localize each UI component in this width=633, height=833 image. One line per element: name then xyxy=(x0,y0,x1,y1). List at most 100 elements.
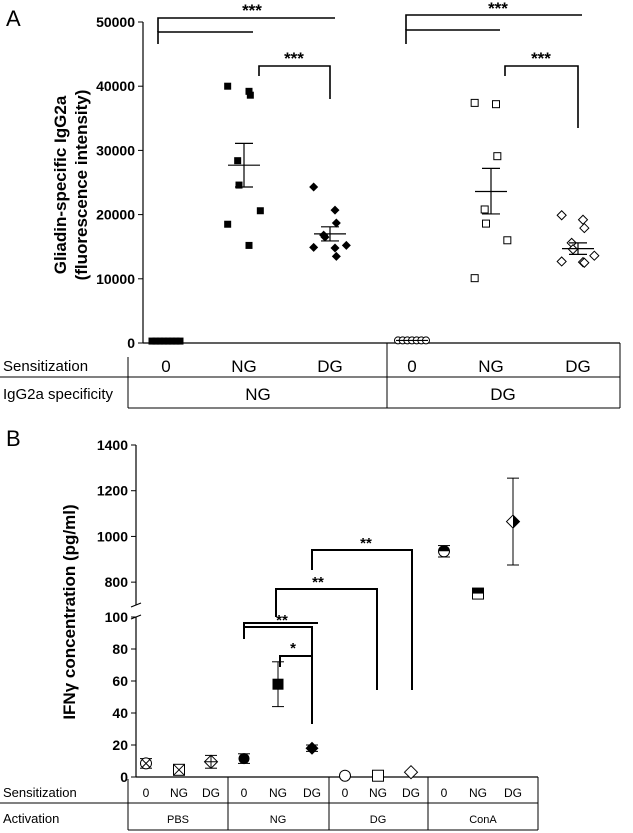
marker-shape xyxy=(482,219,490,228)
panel-a-category-label: NG xyxy=(478,357,504,376)
panel-a-data-point xyxy=(579,222,590,234)
marker-shape xyxy=(156,337,164,345)
panel-b-y-label: IFNγ concentration (pg/ml) xyxy=(60,504,79,719)
marker-shape xyxy=(556,256,567,267)
panel-b-category-label: DG xyxy=(504,786,522,800)
marker-shape xyxy=(341,240,351,250)
marker-cross xyxy=(204,755,218,769)
marker-shape xyxy=(305,741,319,755)
panel-b-bracket xyxy=(275,588,378,690)
panel-b-significance: ** xyxy=(360,535,372,552)
marker-shape xyxy=(160,337,168,345)
panel-a-data-point xyxy=(320,232,330,242)
panel-b-y-tick-label: 80 xyxy=(112,641,128,657)
marker-cross xyxy=(173,763,185,776)
panel-b-group-label: NG xyxy=(270,814,287,826)
panel-a-bracket xyxy=(504,65,579,128)
panel-a-category-label: 0 xyxy=(407,357,416,376)
panel-a-data-point xyxy=(480,205,489,214)
panel-a-data-point xyxy=(556,210,567,221)
panel-b-category-label: DG xyxy=(303,786,321,800)
marker-cross xyxy=(141,759,151,768)
marker-shape xyxy=(224,82,232,90)
panel-a-specificity-label: IgG2a specificity xyxy=(3,386,114,403)
panel-a-category-label: NG xyxy=(231,357,257,376)
panel-a-data-point xyxy=(234,157,242,165)
marker-shape xyxy=(164,337,172,345)
marker-shape xyxy=(503,236,512,245)
marker-shape xyxy=(245,87,253,95)
panel-a-bracket xyxy=(405,29,500,44)
panel-a-y-tick-label: 20000 xyxy=(96,207,135,223)
panel-b-data-point xyxy=(140,757,152,770)
panel-b-group-label: DG xyxy=(370,814,387,826)
marker-shape xyxy=(224,220,232,228)
panel-b-y-tick-label: 1000 xyxy=(97,528,128,544)
panel-b-category-label: NG xyxy=(369,786,387,800)
panel-b-data-point xyxy=(203,754,219,770)
marker-shape xyxy=(589,250,600,261)
panel-b-y-tick-label: 0 xyxy=(120,769,128,785)
panel-b-y-tick-label: 40 xyxy=(112,705,128,721)
marker-shape xyxy=(493,152,502,161)
marker-shape xyxy=(330,205,340,215)
panel-a-data-point xyxy=(470,98,479,107)
panel-label-b: B xyxy=(6,426,21,451)
panel-a-y-label: (fluorescence intensity) xyxy=(72,90,91,281)
panel-b-category-label: 0 xyxy=(241,786,248,800)
panel-a-category-label: DG xyxy=(317,357,343,376)
marker-shape xyxy=(234,157,242,165)
panel-b-group-label: PBS xyxy=(167,814,189,826)
panel-a-data-point xyxy=(235,181,243,189)
panel-a-y-tick-label: 30000 xyxy=(96,142,135,158)
panel-a-data-point xyxy=(493,152,502,161)
panel-a-data-point xyxy=(256,207,264,215)
panel-b-category-label: 0 xyxy=(143,786,150,800)
panel-b-y-tick-label: 20 xyxy=(112,737,128,753)
panel-a-data-point xyxy=(482,219,490,228)
marker-shape xyxy=(470,274,479,283)
marker-half xyxy=(472,588,484,594)
marker-shape xyxy=(372,769,384,782)
panel-a-data-point xyxy=(567,244,579,255)
marker-shape xyxy=(331,218,341,228)
panel-b-category-label: NG xyxy=(469,786,487,800)
panel-a-data-point xyxy=(331,251,341,261)
marker-shape xyxy=(579,257,590,268)
marker-half xyxy=(513,515,520,529)
panel-b-y-tick-label: 1200 xyxy=(97,483,128,499)
marker-shape xyxy=(403,764,419,780)
panel-a-data-point xyxy=(331,218,341,228)
panel-b-data-point xyxy=(305,741,319,755)
panel-a-data-point xyxy=(160,337,168,345)
panel-b-category-label: 0 xyxy=(342,786,349,800)
panel-a-data-point xyxy=(245,87,253,95)
panel-b-y-tick-label: 1400 xyxy=(97,437,128,453)
panel-a-data-point xyxy=(577,214,589,225)
panel-a-data-point xyxy=(470,274,479,283)
panel-a-significance: *** xyxy=(242,1,262,20)
panel-a-group-label: DG xyxy=(490,385,516,404)
marker-shape xyxy=(272,678,284,690)
marker-half xyxy=(438,545,450,552)
panel-a-data-point xyxy=(503,236,512,245)
panel-a-bracket xyxy=(258,65,331,99)
panel-b-significance: * xyxy=(290,640,296,657)
panel-a-data-point xyxy=(168,337,176,345)
marker-shape xyxy=(577,214,589,225)
panel-b-data-point xyxy=(272,678,284,690)
marker-shape xyxy=(168,337,176,345)
marker-shape xyxy=(309,242,319,252)
panel-a-data-point xyxy=(156,337,164,345)
panel-b-data-point xyxy=(403,764,419,780)
marker-shape xyxy=(172,337,180,345)
marker-shape xyxy=(330,243,340,253)
panel-a-bracket xyxy=(405,14,582,30)
marker-shape xyxy=(470,98,479,107)
panel-a-bracket xyxy=(157,31,253,44)
panel-a-significance: *** xyxy=(488,0,508,18)
panel-a-bracket xyxy=(157,17,335,32)
panel-a-y-label: Gliadin-specific IgG2a xyxy=(51,95,70,274)
panel-a-y-tick-label: 10000 xyxy=(96,271,135,287)
